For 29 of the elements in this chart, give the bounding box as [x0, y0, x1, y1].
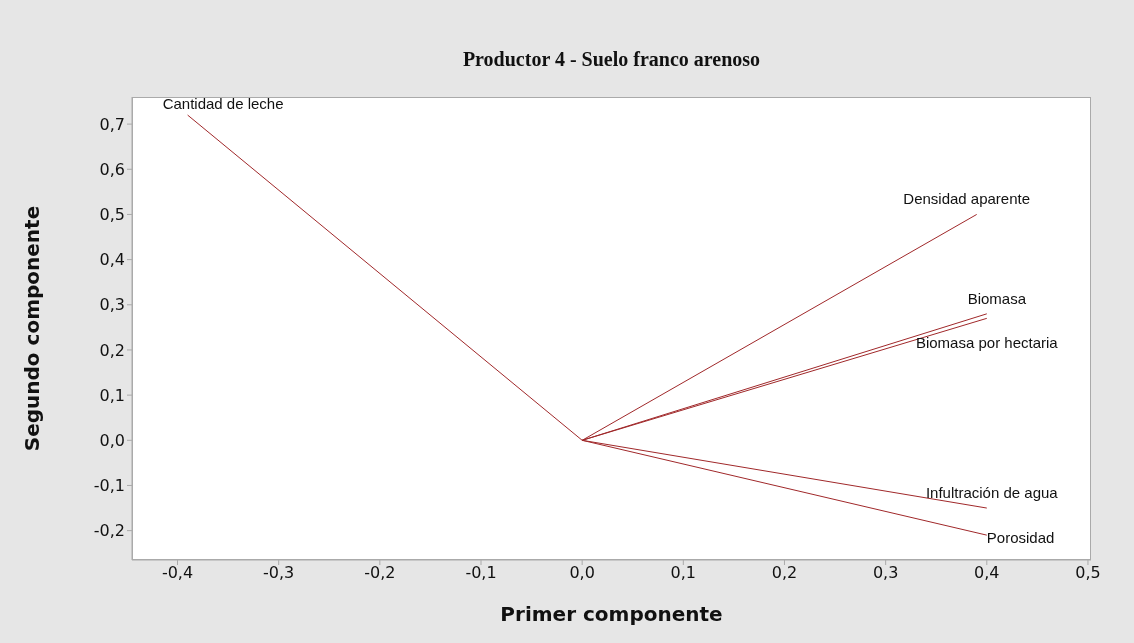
x-axis-title: Primer componente [500, 602, 723, 626]
series-label: Biomasa por hectaria [915, 334, 1059, 352]
x-tick-label: -0,1 [465, 563, 497, 583]
y-tick-label: 0,6 [99, 159, 125, 179]
y-tick-label: -0,2 [93, 521, 125, 541]
x-tick-label: -0,4 [161, 563, 194, 583]
y-tick-label: -0,1 [93, 476, 125, 496]
series-label: Porosidad [986, 529, 1055, 547]
y-tick-label: 0,4 [99, 250, 125, 270]
x-tick-label: 0,5 [1075, 563, 1101, 583]
series-label: Biomasa [967, 289, 1027, 307]
x-tick-label: 0,4 [974, 563, 1000, 583]
x-tick-label: 0,3 [872, 563, 899, 583]
x-tick-label: -0,3 [263, 563, 295, 583]
series-label: Cantidad de leche [162, 95, 284, 113]
x-tick-label: 0,2 [771, 563, 798, 583]
y-tick-label: 0,5 [99, 205, 125, 225]
x-tick-label: 0,1 [670, 563, 697, 583]
x-tick-label: 0,0 [569, 563, 595, 583]
series-label: Infultración de agua [925, 484, 1059, 502]
x-tick-label: -0,2 [364, 563, 396, 583]
chart-title: Productor 4 - Suelo franco arenoso [461, 48, 762, 71]
y-axis-title: Segundo componente [20, 205, 45, 452]
y-tick-label: 0,1 [99, 385, 125, 405]
y-tick-label: 0,2 [99, 340, 125, 360]
y-tick-label: 0,3 [99, 295, 125, 315]
y-tick-label: 0,7 [99, 114, 125, 134]
series-label: Densidad aparente [903, 190, 1031, 208]
y-tick-label: 0,0 [99, 430, 125, 450]
